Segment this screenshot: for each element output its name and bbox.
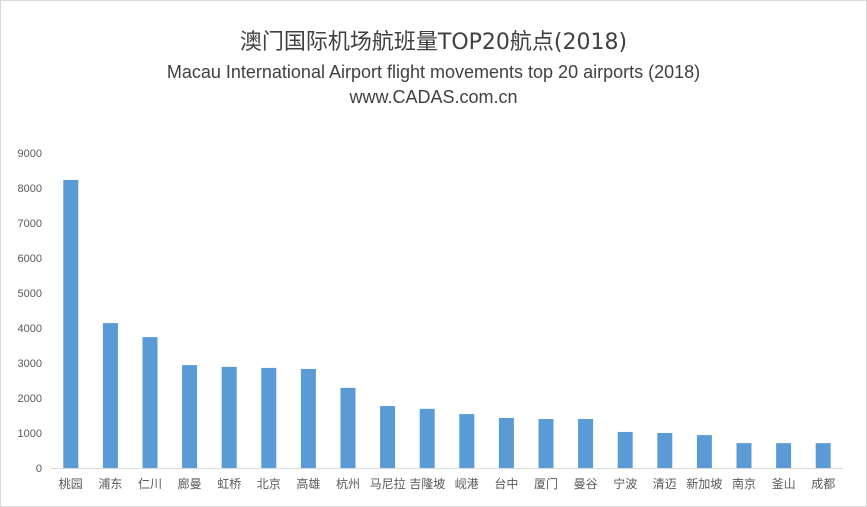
bar-虹桥 bbox=[221, 366, 237, 468]
x-tick-label: 宁波 bbox=[613, 476, 637, 491]
y-tick-label: 3000 bbox=[18, 358, 42, 370]
bar-曼谷 bbox=[578, 419, 594, 468]
x-tick-label: 釜山 bbox=[772, 476, 796, 491]
bar-桃园 bbox=[63, 179, 79, 468]
x-tick-label: 成都 bbox=[811, 477, 835, 491]
chart-source: www.CADAS.com.cn bbox=[349, 87, 518, 107]
bar-釜山 bbox=[776, 443, 792, 468]
bar-新加坡 bbox=[696, 435, 712, 468]
x-tick-label: 曼谷 bbox=[574, 477, 598, 491]
bar-浦东 bbox=[102, 323, 118, 468]
y-tick-label: 1000 bbox=[18, 428, 42, 440]
x-tick-label: 桃园 bbox=[59, 476, 83, 491]
x-tick-label: 台中 bbox=[494, 476, 518, 491]
x-tick-label: 廊曼 bbox=[178, 476, 202, 491]
x-tick-label: 厦门 bbox=[534, 476, 558, 491]
y-tick-label: 0 bbox=[36, 463, 42, 475]
chart-subtitle: Macau International Airport flight movem… bbox=[166, 62, 701, 82]
x-tick-label: 南京 bbox=[732, 476, 756, 491]
bar-岘港 bbox=[459, 414, 475, 468]
x-tick-label: 吉隆坡 bbox=[409, 476, 445, 491]
bar-马尼拉 bbox=[380, 406, 396, 468]
x-tick-label: 马尼拉 bbox=[370, 476, 406, 491]
bar-高雄 bbox=[300, 368, 316, 468]
bar-北京 bbox=[261, 367, 277, 468]
bar-成都 bbox=[815, 443, 831, 468]
x-tick-label: 虹桥 bbox=[217, 477, 241, 491]
bar-廊曼 bbox=[182, 365, 198, 468]
bar-宁波 bbox=[617, 431, 633, 468]
x-tick-label: 浦东 bbox=[98, 477, 122, 491]
x-tick-label: 新加坡 bbox=[686, 476, 722, 491]
x-tick-label: 北京 bbox=[257, 477, 281, 491]
bar-杭州 bbox=[340, 387, 356, 468]
y-tick-label: 5000 bbox=[18, 288, 42, 300]
chart-title: 澳门国际机场航班量TOP20航点(2018) bbox=[239, 30, 628, 55]
y-tick-label: 8000 bbox=[18, 183, 42, 195]
y-tick-label: 6000 bbox=[18, 253, 42, 265]
x-tick-label: 岘港 bbox=[455, 477, 479, 491]
bar-南京 bbox=[736, 443, 752, 468]
y-tick-label: 2000 bbox=[18, 393, 42, 405]
x-tick-label: 高雄 bbox=[296, 476, 320, 491]
y-tick-label: 7000 bbox=[18, 218, 42, 230]
y-tick-label: 9000 bbox=[18, 148, 42, 160]
bar-仁川 bbox=[142, 337, 158, 468]
y-tick-label: 4000 bbox=[18, 323, 42, 335]
bar-清迈 bbox=[657, 433, 673, 468]
x-tick-label: 仁川 bbox=[138, 477, 162, 491]
bar-厦门 bbox=[538, 419, 554, 468]
x-tick-label: 杭州 bbox=[336, 476, 360, 491]
x-tick-label: 清迈 bbox=[653, 477, 677, 491]
bar-吉隆坡 bbox=[419, 408, 435, 468]
bar-台中 bbox=[498, 417, 514, 468]
